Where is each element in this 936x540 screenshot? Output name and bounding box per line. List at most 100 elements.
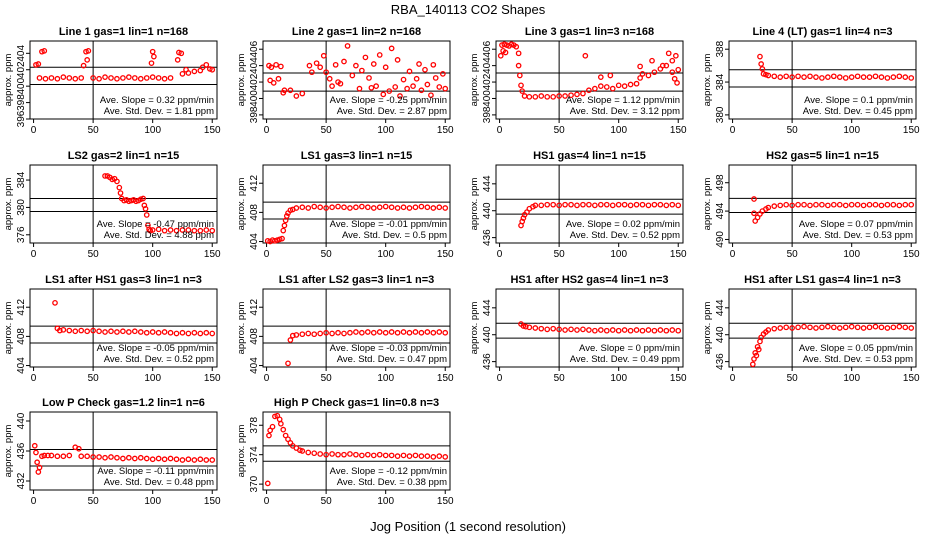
- data-point: [347, 329, 353, 336]
- data-point: [359, 329, 365, 336]
- data-point: [72, 75, 79, 82]
- data-point: [645, 72, 652, 79]
- std-dev-annotation: Ave. Std. Dev. = 0.52 ppm: [104, 354, 214, 365]
- x-tick-label: 50: [321, 373, 333, 384]
- data-point: [597, 327, 604, 333]
- y-tick-label: 378: [249, 416, 260, 433]
- data-point: [60, 326, 67, 333]
- data-point: [66, 75, 73, 81]
- data-point: [819, 324, 825, 331]
- data-point: [323, 329, 329, 336]
- data-point: [35, 469, 42, 475]
- data-point: [673, 52, 679, 59]
- data-point: [406, 329, 413, 336]
- data-point: [313, 60, 320, 67]
- data-point: [908, 75, 915, 81]
- std-dev-annotation: Ave. Std. Dev. = 0.53 ppm: [803, 354, 913, 365]
- y-tick-label: 404: [249, 233, 260, 250]
- y-tick-label: 436: [16, 442, 27, 459]
- data-point: [412, 204, 419, 211]
- data-point: [532, 325, 539, 331]
- data-point: [161, 75, 168, 82]
- data-point: [90, 327, 96, 334]
- data-point: [400, 452, 407, 459]
- panel-11: HS1 after HS2 gas=4 lin=1 n=3 0 50 100 150 43…: [469, 274, 687, 384]
- panel-12: HS1 after LS1 gas=4 lin=1 n=3 0 50 100 150 43…: [702, 274, 920, 384]
- data-point: [424, 204, 431, 211]
- x-tick-label: 100: [144, 496, 161, 507]
- slope-annotation: Ave. Slope = -0.03 ppm/min: [330, 343, 447, 354]
- data-point: [896, 73, 903, 80]
- x-tick-label: 150: [437, 125, 454, 136]
- data-point: [516, 72, 523, 79]
- y-axis-label: approx. ppm: [702, 302, 713, 355]
- data-point: [771, 325, 778, 332]
- y-axis-label: approx. ppm: [3, 425, 14, 478]
- y-tick-label: 406: [249, 40, 260, 57]
- y-tick-label: 436: [482, 229, 493, 246]
- data-point: [866, 324, 873, 331]
- data-point: [430, 329, 437, 336]
- x-tick-label: 0: [497, 373, 503, 384]
- data-point: [751, 210, 757, 217]
- panel-14: High P Check gas=1 lin=0.8 n=3 0 50 100 150 3…: [236, 397, 454, 507]
- data-point: [538, 202, 545, 209]
- plot-frame: [29, 40, 218, 120]
- data-point: [759, 66, 766, 72]
- data-point: [102, 454, 108, 461]
- x-tick-label: 150: [670, 249, 687, 260]
- x-tick-label: 50: [787, 249, 799, 260]
- y-tick-label: 384: [715, 73, 726, 90]
- plot-frame: [495, 288, 684, 368]
- y-axis-label: approx. ppm: [236, 302, 247, 355]
- x-tick-label: 150: [204, 125, 221, 136]
- plot-frame: [728, 164, 917, 244]
- x-tick-label: 0: [31, 249, 37, 260]
- x-tick-label: 150: [903, 373, 920, 384]
- data-point: [422, 66, 428, 73]
- x-tick-label: 100: [144, 373, 161, 384]
- x-tick-label: 150: [204, 249, 221, 260]
- data-point: [270, 80, 277, 86]
- data-point: [830, 201, 837, 208]
- y-tick-label: 396: [16, 110, 27, 127]
- data-point: [337, 80, 344, 87]
- figure-title: RBA_140113 CO2 Shapes: [391, 2, 546, 17]
- data-point: [276, 416, 283, 423]
- data-point: [675, 66, 682, 73]
- data-point: [364, 451, 371, 458]
- y-tick-label: 440: [482, 202, 493, 219]
- data-point: [41, 452, 48, 459]
- data-point: [669, 201, 676, 208]
- data-point: [418, 203, 425, 210]
- x-tick-label: 100: [610, 373, 627, 384]
- data-point: [896, 323, 903, 330]
- data-point: [532, 202, 539, 209]
- x-tick-label: 0: [497, 249, 503, 260]
- data-point: [592, 85, 598, 92]
- data-point: [597, 83, 604, 90]
- data-point: [771, 203, 778, 209]
- data-point: [347, 205, 353, 211]
- data-point: [35, 61, 42, 67]
- plot-frame: [29, 288, 218, 368]
- data-point: [442, 205, 449, 211]
- data-point: [31, 442, 38, 449]
- data-point: [789, 325, 795, 331]
- data-point: [155, 75, 162, 81]
- data-point: [151, 53, 157, 60]
- data-point: [651, 69, 658, 76]
- data-point: [789, 74, 795, 80]
- data-point: [890, 74, 897, 80]
- data-point: [902, 74, 909, 80]
- data-point: [142, 205, 149, 212]
- plot-frame: [728, 288, 917, 368]
- data-point: [335, 451, 341, 458]
- data-point: [860, 74, 867, 80]
- x-tick-label: 150: [670, 125, 687, 136]
- data-point: [497, 52, 504, 59]
- data-point: [293, 332, 300, 338]
- data-point: [382, 203, 389, 210]
- data-point: [120, 75, 126, 81]
- y-tick-label: 404: [16, 45, 27, 62]
